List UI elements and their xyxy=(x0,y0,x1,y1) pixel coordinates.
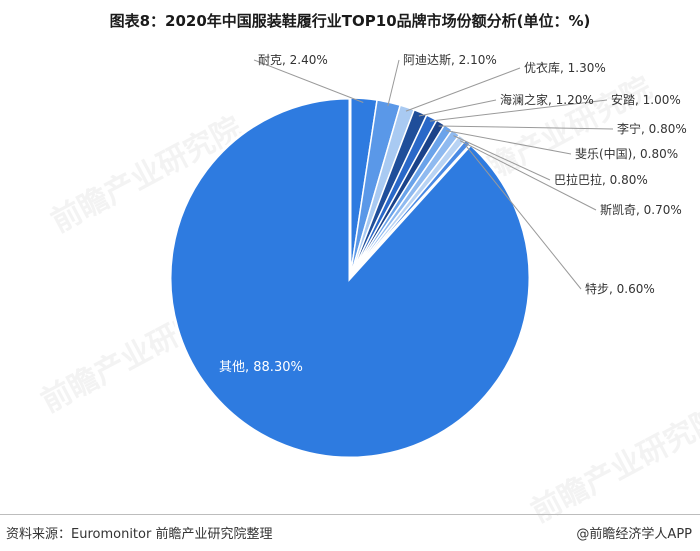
slice-labels: 耐克, 2.40% 阿迪达斯, 2.10% 优衣库, 1.30% 海澜之家, 1.20… xyxy=(219,53,687,375)
leader-line-5 xyxy=(429,99,608,122)
brand-note: @前瞻经济学人APP xyxy=(576,527,692,542)
source-note: 资料来源：Euromonitor 前瞻产业研究院整理 xyxy=(6,527,273,542)
pie-slice-11 xyxy=(168,96,532,460)
footer-divider xyxy=(0,514,700,515)
leader-line-2 xyxy=(387,59,400,107)
slice-label-5: 安踏, 1.00% xyxy=(611,92,681,107)
leader-lines xyxy=(253,59,614,290)
slice-label-9: 斯凯奇, 0.70% xyxy=(600,203,682,217)
slice-label-7: 斐乐(中国), 0.80% xyxy=(575,146,678,161)
slice-label-3: 优衣库, 1.30% xyxy=(524,60,606,75)
slice-label-6: 李宁, 0.80% xyxy=(617,121,687,136)
leader-line-10 xyxy=(465,144,582,290)
leader-line-3 xyxy=(405,67,521,112)
pie-slices xyxy=(168,96,532,460)
leader-line-8 xyxy=(453,135,551,181)
leader-line-9 xyxy=(459,140,597,211)
slice-label-2: 阿迪达斯, 2.10% xyxy=(403,53,497,67)
slice-label-1: 耐克, 2.40% xyxy=(258,53,328,67)
leader-line-6 xyxy=(438,125,614,130)
chart-title: 图表8：2020年中国服装鞋履行业TOP10品牌市场份额分析(单位：%) xyxy=(109,12,591,30)
slice-label-11: 其他, 88.30% xyxy=(219,360,303,375)
leader-line-1 xyxy=(253,59,364,103)
leader-line-4 xyxy=(418,99,497,117)
slice-label-4: 海澜之家, 1.20% xyxy=(500,92,594,107)
slice-label-8: 巴拉巴拉, 0.80% xyxy=(554,172,648,187)
slice-label-10: 特步, 0.60% xyxy=(585,281,655,296)
leader-line-7 xyxy=(446,130,572,155)
